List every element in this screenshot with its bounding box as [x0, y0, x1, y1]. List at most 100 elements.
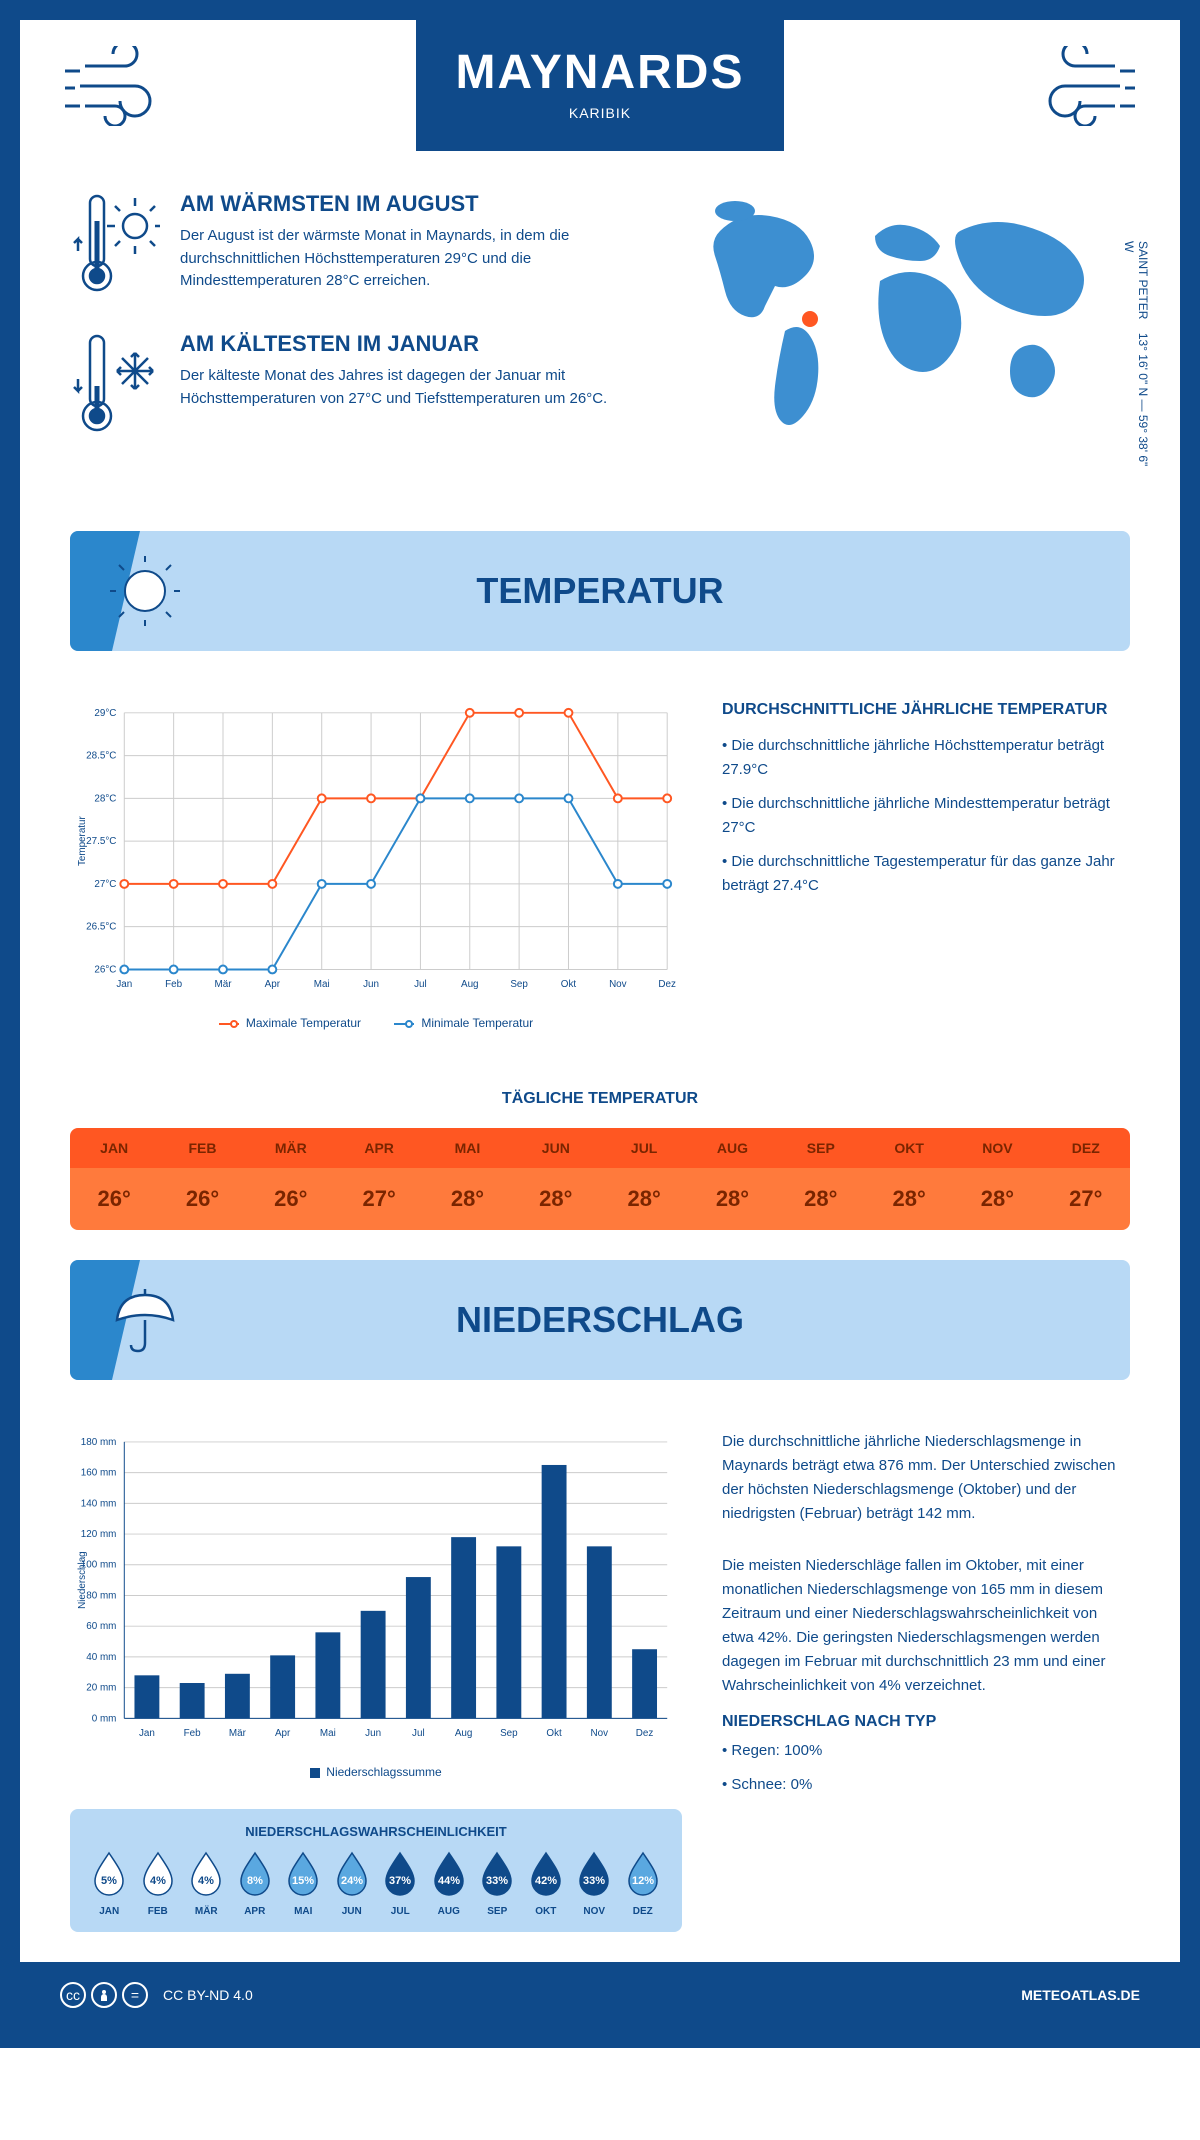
precip-drop: 24% JUN: [328, 1851, 377, 1917]
temp-bullet: • Die durchschnittliche Tagestemperatur …: [722, 850, 1130, 898]
temp-table-cell: DEZ27°: [1042, 1128, 1130, 1230]
temp-chart-legend: Maximale Temperatur Minimale Temperatur: [70, 1006, 682, 1040]
svg-text:Feb: Feb: [184, 1728, 202, 1739]
svg-text:44%: 44%: [438, 1875, 460, 1887]
svg-text:0 mm: 0 mm: [92, 1713, 117, 1724]
svg-text:Dez: Dez: [658, 979, 676, 990]
svg-text:Jan: Jan: [139, 1728, 155, 1739]
svg-text:40 mm: 40 mm: [86, 1652, 116, 1663]
temperature-line-chart: 26°C26.5°C27°C27.5°C28°C28.5°C29°CJanFeb…: [70, 701, 682, 1001]
svg-text:28.5°C: 28.5°C: [86, 751, 116, 762]
svg-text:Dez: Dez: [636, 1728, 654, 1739]
svg-text:20 mm: 20 mm: [86, 1683, 116, 1694]
svg-text:Jun: Jun: [365, 1728, 381, 1739]
svg-text:Nov: Nov: [609, 979, 627, 990]
license-icons: cc = CC BY-ND 4.0: [60, 1982, 253, 2008]
svg-text:37%: 37%: [389, 1875, 411, 1887]
precip-chart-legend: Niederschlagssumme: [70, 1755, 682, 1789]
svg-text:Mai: Mai: [314, 979, 330, 990]
svg-text:4%: 4%: [150, 1875, 166, 1887]
temp-table-cell: SEP28°: [777, 1128, 865, 1230]
precip-drop: 33% SEP: [473, 1851, 522, 1917]
svg-text:Jun: Jun: [363, 979, 379, 990]
temp-table-cell: AUG28°: [688, 1128, 776, 1230]
precip-drop: 4% MÄR: [182, 1851, 231, 1917]
svg-text:Temperatur: Temperatur: [77, 815, 88, 866]
svg-text:Jan: Jan: [116, 979, 132, 990]
temp-table-cell: APR27°: [335, 1128, 423, 1230]
svg-text:80 mm: 80 mm: [86, 1590, 116, 1601]
svg-text:120 mm: 120 mm: [81, 1529, 117, 1540]
sun-icon: [110, 556, 180, 626]
coordinates: SAINT PETER 13° 16' 0" N — 59° 38' 6" W: [1122, 241, 1150, 471]
precip-drop: 37% JUL: [376, 1851, 425, 1917]
svg-text:Sep: Sep: [500, 1728, 518, 1739]
svg-text:Mär: Mär: [229, 1728, 247, 1739]
temp-section-title: TEMPERATUR: [200, 570, 1000, 612]
wind-icon-right: [1040, 46, 1140, 126]
svg-text:29°C: 29°C: [94, 708, 116, 719]
footer-site: METEOATLAS.DE: [1021, 1987, 1140, 2003]
daily-temp-title: TÄGLICHE TEMPERATUR: [20, 1070, 1180, 1128]
precip-drop: 15% MAI: [279, 1851, 328, 1917]
precip-drop: 42% OKT: [522, 1851, 571, 1917]
svg-text:Mai: Mai: [320, 1728, 336, 1739]
svg-text:180 mm: 180 mm: [81, 1437, 117, 1448]
svg-text:Niederschlag: Niederschlag: [77, 1551, 88, 1609]
precip-para1: Die durchschnittliche jährliche Niedersc…: [722, 1430, 1130, 1526]
page-subtitle: KARIBIK: [456, 105, 745, 121]
svg-text:Okt: Okt: [561, 979, 577, 990]
svg-text:5%: 5%: [101, 1875, 117, 1887]
temp-table-cell: JUN28°: [512, 1128, 600, 1230]
svg-text:4%: 4%: [198, 1875, 214, 1887]
svg-text:27°C: 27°C: [94, 879, 116, 890]
coldest-text: Der kälteste Monat des Jahres ist dagege…: [180, 365, 640, 410]
svg-text:15%: 15%: [292, 1875, 314, 1887]
temp-table-cell: MÄR26°: [247, 1128, 335, 1230]
coldest-title: AM KÄLTESTEN IM JANUAR: [180, 331, 640, 357]
precip-drop: 5% JAN: [85, 1851, 134, 1917]
precip-drop: 4% FEB: [134, 1851, 183, 1917]
precip-drop: 44% AUG: [425, 1851, 474, 1917]
svg-text:26.5°C: 26.5°C: [86, 922, 116, 933]
precip-drop: 33% NOV: [570, 1851, 619, 1917]
precip-type-title: NIEDERSCHLAG NACH TYP: [722, 1713, 1130, 1731]
svg-text:60 mm: 60 mm: [86, 1621, 116, 1632]
svg-text:Okt: Okt: [546, 1728, 562, 1739]
temp-info-title: DURCHSCHNITTLICHE JÄHRLICHE TEMPERATUR: [722, 701, 1130, 719]
svg-text:Jul: Jul: [412, 1728, 425, 1739]
svg-text:27.5°C: 27.5°C: [86, 836, 116, 847]
temp-table-cell: JUL28°: [600, 1128, 688, 1230]
svg-text:33%: 33%: [486, 1875, 508, 1887]
page-title: MAYNARDS: [456, 45, 745, 100]
warmest-title: AM WÄRMSTEN IM AUGUST: [180, 191, 640, 217]
svg-text:28°C: 28°C: [94, 793, 116, 804]
svg-text:Jul: Jul: [414, 979, 427, 990]
svg-text:Mär: Mär: [215, 979, 233, 990]
svg-text:42%: 42%: [535, 1875, 557, 1887]
svg-text:Apr: Apr: [275, 1728, 291, 1739]
daily-temp-table: JAN26°FEB26°MÄR26°APR27°MAI28°JUN28°JUL2…: [70, 1128, 1130, 1230]
temp-bullet: • Die durchschnittliche jährliche Höchst…: [722, 734, 1130, 782]
precip-type-bullet: • Regen: 100%: [722, 1739, 1130, 1763]
svg-text:Nov: Nov: [591, 1728, 609, 1739]
precip-drop: 12% DEZ: [619, 1851, 668, 1917]
wind-icon-left: [60, 46, 160, 126]
svg-text:Aug: Aug: [455, 1728, 473, 1739]
svg-text:12%: 12%: [632, 1875, 654, 1887]
svg-text:24%: 24%: [341, 1875, 363, 1887]
temp-bullet: • Die durchschnittliche jährliche Mindes…: [722, 792, 1130, 840]
temp-table-cell: JAN26°: [70, 1128, 158, 1230]
warmest-text: Der August ist der wärmste Monat in Mayn…: [180, 225, 640, 293]
temp-table-cell: OKT28°: [865, 1128, 953, 1230]
thermometer-cold-icon: [70, 331, 160, 441]
precip-section-title: NIEDERSCHLAG: [200, 1299, 1000, 1341]
svg-text:160 mm: 160 mm: [81, 1468, 117, 1479]
temp-table-cell: FEB26°: [158, 1128, 246, 1230]
precip-prob-title: NIEDERSCHLAGSWAHRSCHEINLICHKEIT: [85, 1824, 667, 1839]
precipitation-bar-chart: 0 mm20 mm40 mm60 mm80 mm100 mm120 mm140 …: [70, 1430, 682, 1750]
svg-text:8%: 8%: [247, 1875, 263, 1887]
svg-text:Aug: Aug: [461, 979, 479, 990]
svg-text:Sep: Sep: [510, 979, 528, 990]
umbrella-icon: [110, 1285, 180, 1355]
